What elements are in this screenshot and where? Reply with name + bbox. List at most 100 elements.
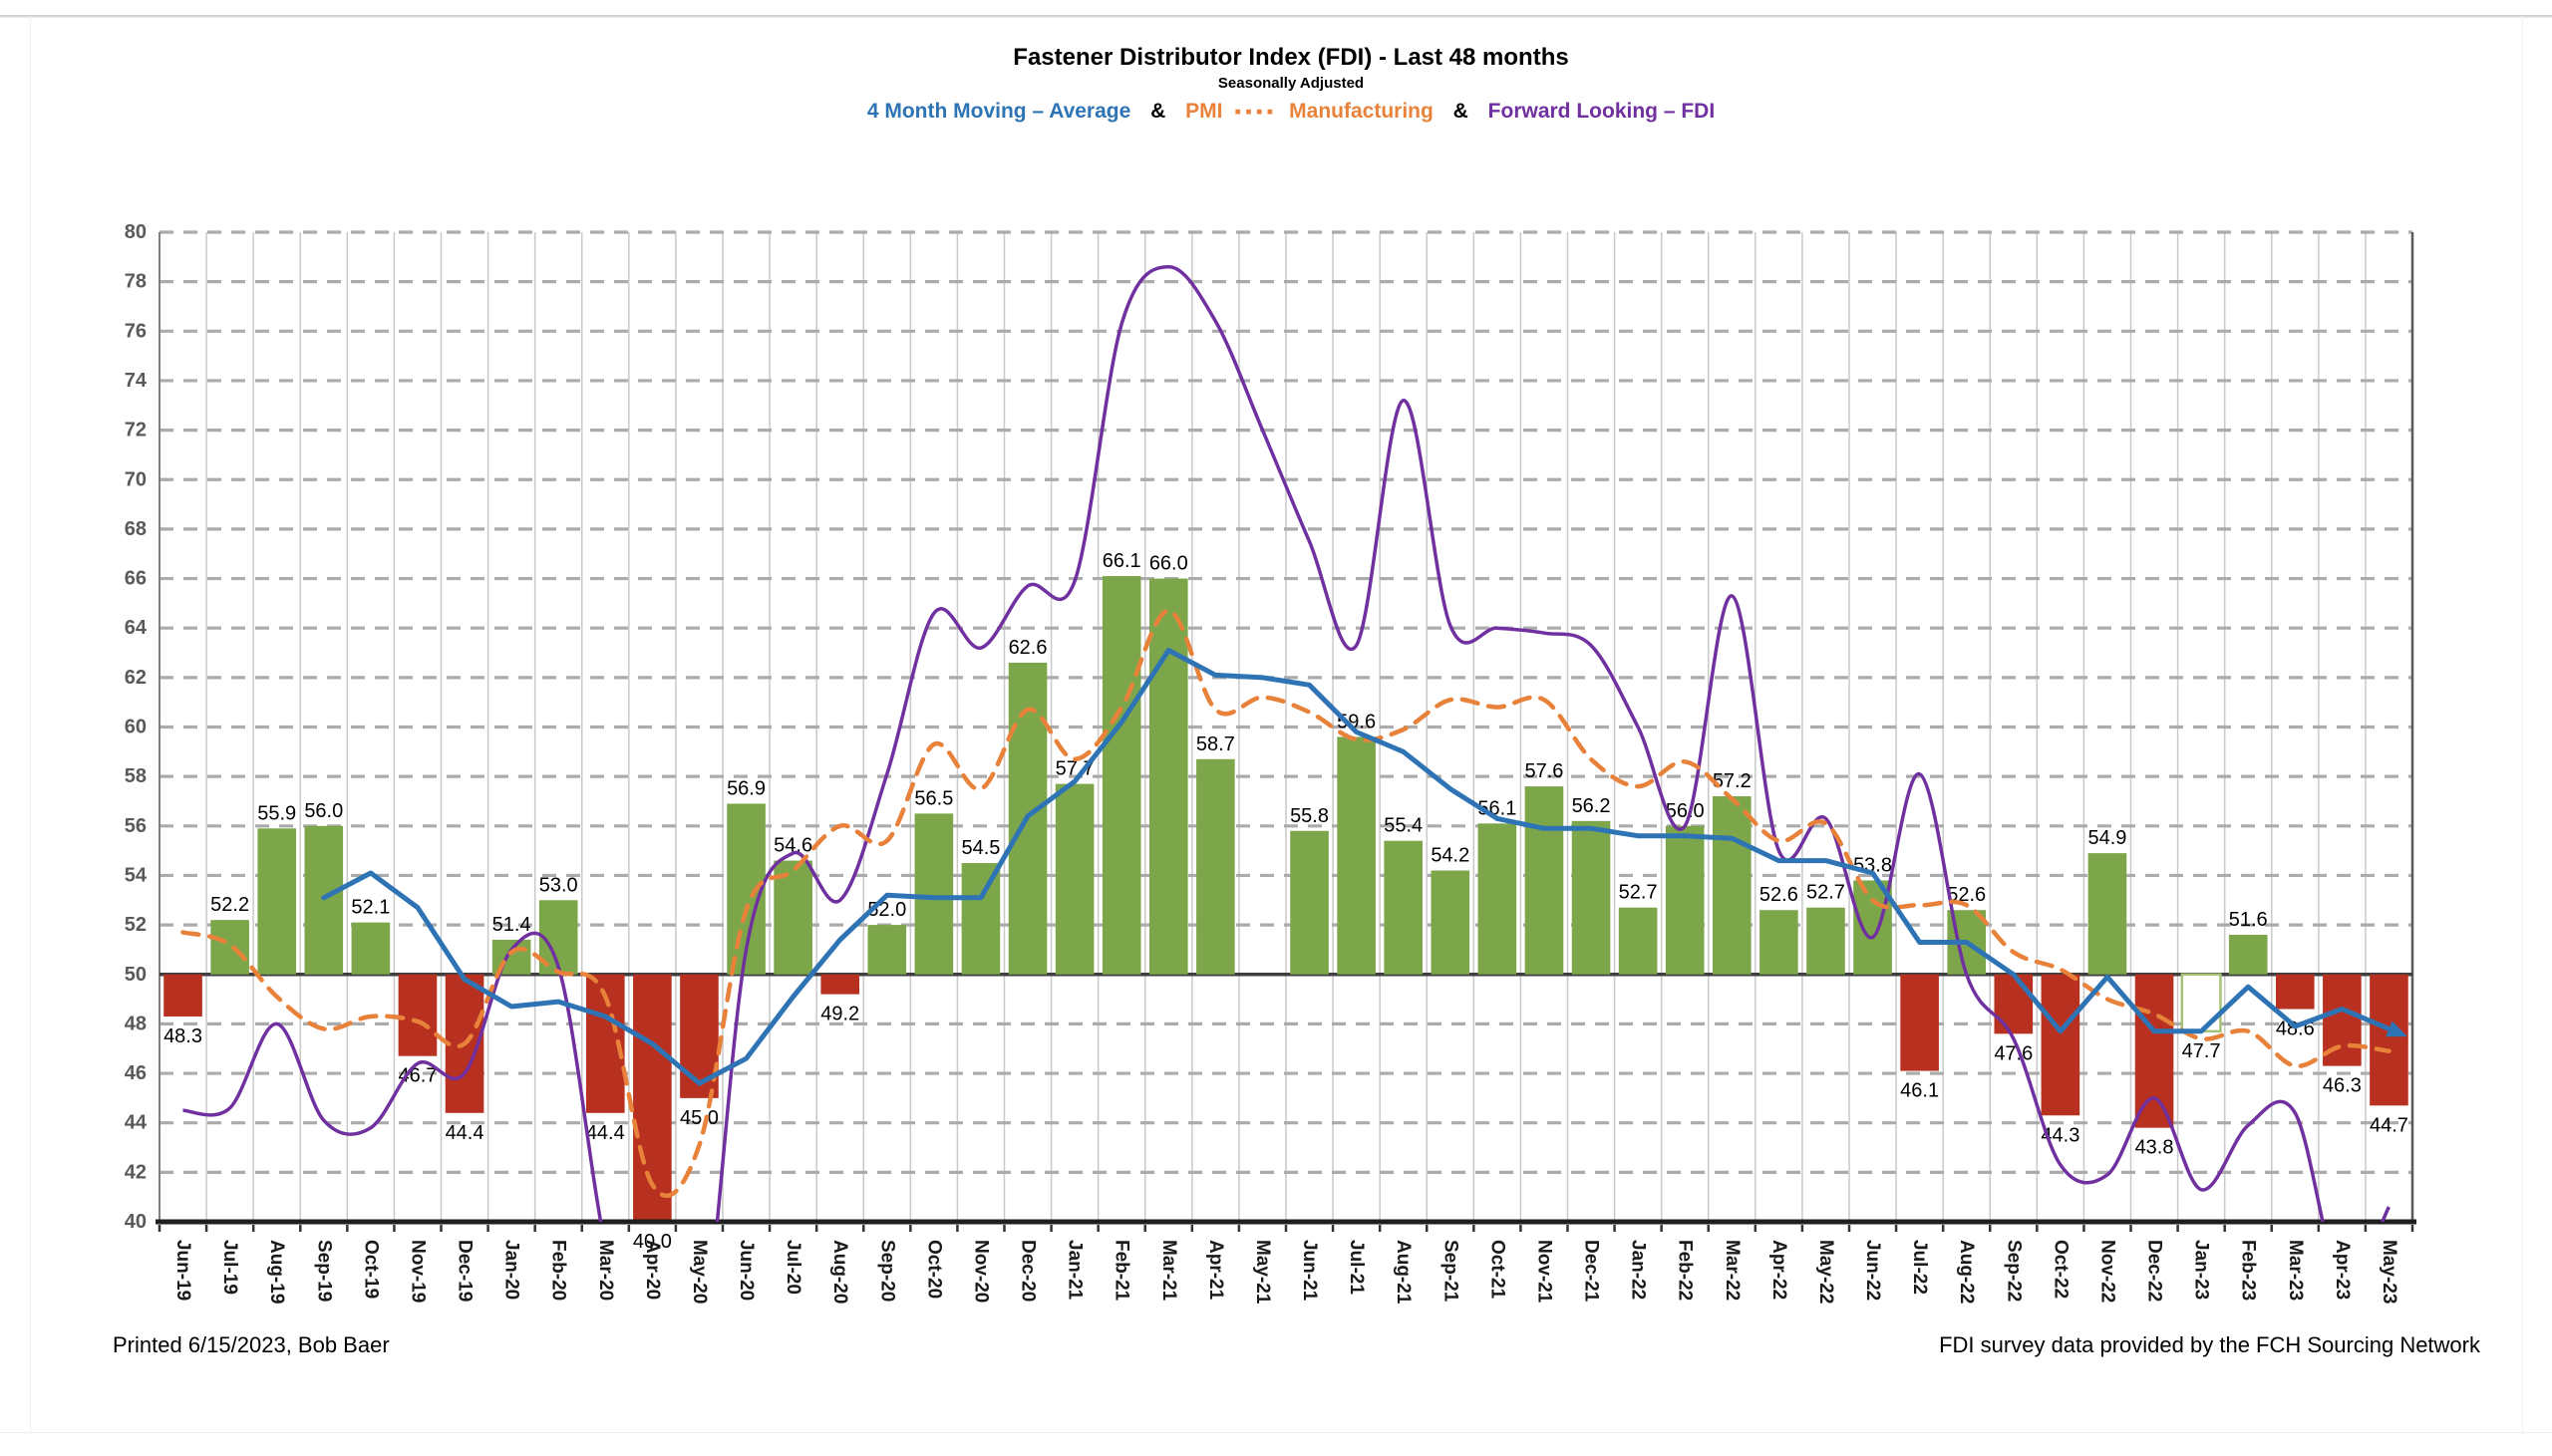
bar-value-label: 44.7 [2370, 1114, 2408, 1136]
bar [163, 974, 202, 1017]
bar [1618, 907, 1658, 975]
y-tick-label: 54 [125, 864, 148, 886]
x-axis-labels: Jun-19 Jul-19 Aug-19 Sep-19 Oct-19 Nov-19 Dec-… [172, 1240, 2399, 1305]
x-tick-label: May-21 [1252, 1240, 1273, 1305]
page-right-border [2522, 16, 2523, 1432]
bar [1571, 820, 1611, 975]
x-tick-label: Dec-19 [455, 1240, 476, 1302]
x-tick-label: Jun-19 [172, 1240, 193, 1301]
x-tick-label: Jul-19 [219, 1240, 240, 1295]
bar [398, 974, 438, 1056]
legend-forward-label: Forward Looking – FDI [1487, 100, 1716, 123]
bar [1055, 783, 1095, 975]
bar-value-label: 66.0 [1149, 553, 1188, 575]
x-tick-label: Sep-19 [313, 1240, 334, 1302]
bar [257, 828, 297, 975]
bar [1384, 840, 1424, 975]
y-tick-label: 50 [125, 964, 147, 986]
bar-value-label: 48.3 [163, 1025, 202, 1047]
x-tick-label: Sep-21 [1439, 1240, 1460, 1303]
x-tick-label: Feb-22 [1675, 1240, 1696, 1301]
y-tick-label: 58 [125, 765, 147, 787]
bar-value-label: 54.9 [2087, 827, 2126, 849]
bar-value-label: 47.6 [1994, 1042, 2033, 1064]
bar [1431, 870, 1470, 975]
x-tick-label: Apr-22 [1768, 1240, 1789, 1300]
x-tick-label: Apr-21 [1205, 1240, 1226, 1301]
bar [1102, 576, 1141, 975]
bottom-axis-ticks [158, 1225, 2414, 1232]
bar-value-label: 54.2 [1431, 844, 1469, 866]
x-tick-label: Jun-20 [736, 1240, 757, 1301]
bar-value-label: 56.9 [727, 777, 766, 799]
bar-value-label: 45.0 [680, 1107, 719, 1129]
bar-value-label: 56.2 [1572, 795, 1611, 817]
bar [2228, 935, 2268, 975]
bar [961, 863, 1001, 975]
x-tick-label: Apr-20 [642, 1240, 663, 1300]
bar [1337, 736, 1376, 975]
bar [1712, 796, 1752, 975]
x-tick-label: Jul-21 [1346, 1240, 1367, 1295]
bar [1524, 786, 1564, 975]
y-tick-label: 74 [125, 370, 148, 392]
x-tick-label: Mar-23 [2285, 1240, 2306, 1301]
x-tick-label: May-22 [1815, 1240, 1836, 1304]
bar-value-label: 49.2 [820, 1004, 859, 1025]
horizontal-gridlines [160, 230, 2412, 1174]
bar-value-label: 53.0 [539, 874, 578, 896]
bar-value-label: 52.2 [210, 894, 249, 916]
x-tick-label: Feb-21 [1112, 1240, 1132, 1302]
bar-value-label: 40.0 [633, 1231, 672, 1253]
x-tick-label: Oct-19 [360, 1240, 381, 1299]
x-tick-label: Oct-20 [923, 1240, 944, 1299]
bar-value-label: 46.1 [1900, 1080, 1939, 1102]
bar [2180, 973, 2222, 1033]
ma4-arrowhead-icon [2386, 1020, 2407, 1037]
x-tick-label: Sep-22 [2003, 1240, 2024, 1302]
x-tick-label: Jun-22 [1862, 1240, 1883, 1301]
x-tick-label: Aug-19 [266, 1240, 287, 1304]
x-tick-label: Nov-22 [2096, 1240, 2117, 1303]
bar [1900, 974, 1939, 1071]
bar-value-label: 56.0 [304, 800, 343, 822]
pmi-line [180, 608, 2392, 1198]
y-tick-label: 64 [125, 617, 148, 639]
bar [820, 974, 860, 995]
bar-value-label: 52.1 [351, 897, 390, 919]
chart-legend: 4 Month Moving – Average & PMI ▪▪▪▪ Manu… [30, 100, 2552, 124]
bar [774, 860, 812, 975]
x-tick-label: Nov-20 [970, 1240, 991, 1303]
bar [914, 813, 954, 975]
bar [1759, 910, 1798, 975]
x-tick-label: Feb-20 [548, 1240, 569, 1301]
bar-value-label: 43.8 [2135, 1137, 2174, 1159]
bar [1665, 825, 1705, 975]
y-tick-label: 78 [125, 271, 147, 293]
y-tick-label: 76 [125, 320, 147, 342]
x-tick-label: Feb-23 [2238, 1240, 2259, 1301]
bar [2087, 853, 2127, 975]
fdi-bars [163, 576, 2408, 1222]
footer-source: FDI survey data provided by the FCH Sour… [1939, 1332, 2480, 1357]
y-axis-labels: 80 78 76 74 72 70 68 66 64 62 60 58 56 54 52 50 48 46 44 42… [125, 221, 148, 1233]
bar-value-label: 62.6 [1009, 637, 1048, 659]
chart-subtitle: Seasonally Adjusted [1217, 75, 1365, 92]
bar-value-label: 51.6 [2229, 909, 2268, 931]
ma4-line [321, 648, 2392, 1086]
y-tick-label: 60 [125, 717, 147, 738]
x-tick-label: Jan-22 [1628, 1240, 1649, 1300]
bar-value-label: 52.7 [1806, 882, 1845, 904]
bar-value-label: 56.0 [1666, 800, 1705, 822]
x-tick-label: May-20 [689, 1240, 710, 1304]
x-tick-label: Nov-21 [1533, 1240, 1554, 1304]
bar [2370, 974, 2408, 1106]
y-tick-label: 40 [125, 1211, 147, 1233]
x-tick-label: Mar-22 [1722, 1240, 1743, 1301]
y-tick-label: 52 [125, 914, 147, 936]
bar-value-label: 55.9 [257, 802, 296, 824]
y-tick-label: 70 [125, 468, 147, 490]
x-tick-label: Jan-21 [1065, 1240, 1086, 1301]
